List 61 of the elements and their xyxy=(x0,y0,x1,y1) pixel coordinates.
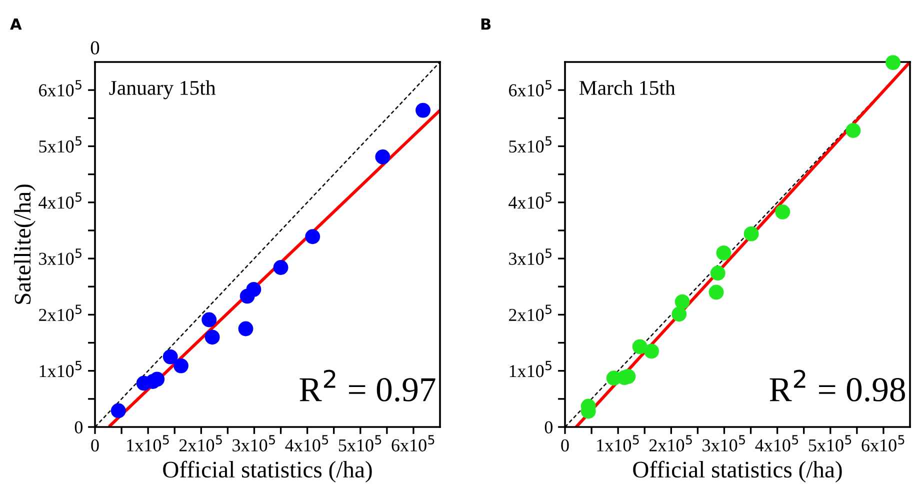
x-axis-title: Official statistics (/ha) xyxy=(633,460,842,482)
point xyxy=(775,204,790,220)
x-tick-label: 3x10$^{5}$ xyxy=(232,435,275,452)
y-tick-label: 4x10$^{5}$ xyxy=(38,192,82,209)
y-tick-label: 3x10$^{5}$ xyxy=(39,248,82,265)
x-tick-label: 5x10$^{5}$ xyxy=(338,435,382,452)
point xyxy=(162,349,178,364)
x-tick-label: 0 xyxy=(91,439,99,452)
point xyxy=(674,294,690,310)
chart-title: B xyxy=(481,18,491,30)
annotation: January 15th xyxy=(109,80,216,100)
y-axis-title: Satellite(/ha) xyxy=(14,184,36,304)
annotation: March 15th xyxy=(579,80,676,95)
point xyxy=(246,282,262,297)
x-tick-label: 6x10$^{5}$ xyxy=(392,435,434,452)
annotation: R$^{2}$ = 0.97 xyxy=(300,370,436,402)
point xyxy=(150,372,165,387)
y-tick-label: 0 xyxy=(544,421,553,434)
x-tick-label: 2x10$^{5}$ xyxy=(179,435,222,452)
point xyxy=(416,102,430,118)
annotation: R$^{2}$ = 0.98 xyxy=(770,370,905,402)
point xyxy=(744,226,759,242)
x-tick-label: 5x10$^{5}$ xyxy=(808,435,852,452)
x-tick-label: 4x10$^{5}$ xyxy=(285,435,328,452)
y-tick-label: 0 xyxy=(74,421,83,434)
x-tick-label: 6x10$^{5}$ xyxy=(862,435,904,452)
point xyxy=(305,229,320,244)
y-tick-label: 5x10$^{5}$ xyxy=(509,136,552,153)
point xyxy=(886,55,900,70)
point xyxy=(716,245,732,260)
x-tick-label: 1x10$^{5}$ xyxy=(597,435,639,452)
x-axis-title: Official statistics (/ha) xyxy=(163,460,372,482)
x-tick-label: 4x10$^{5}$ xyxy=(755,435,798,452)
point xyxy=(238,321,254,336)
point xyxy=(174,358,188,374)
y-tick-label: 1x10$^{5}$ xyxy=(40,360,82,378)
point xyxy=(110,403,126,418)
point xyxy=(672,306,687,322)
point xyxy=(204,330,220,345)
y-tick-label: 6x10$^{5}$ xyxy=(39,80,82,96)
y-tick-label: 5x10$^{5}$ xyxy=(39,136,82,153)
point xyxy=(710,266,726,281)
x-tick-label: 1x10$^{5}$ xyxy=(127,435,169,452)
y-tick-label: 4x10$^{5}$ xyxy=(508,192,552,209)
point xyxy=(632,339,648,354)
x-tick-label: 3x10$^{5}$ xyxy=(702,435,745,452)
y-tick-label: 1x10$^{5}$ xyxy=(510,360,552,378)
chart-title: A xyxy=(10,18,22,30)
point xyxy=(846,123,861,138)
point xyxy=(644,344,659,359)
x-tick-label: 2x10$^{5}$ xyxy=(649,435,692,452)
y-tick-label: 6x10$^{5}$ xyxy=(509,80,552,96)
x-tick-label: 0 xyxy=(561,439,569,452)
y-tick-label: 2x10$^{5}$ xyxy=(509,304,552,322)
y-tick-label: 2x10$^{5}$ xyxy=(39,304,82,322)
y-tick-label: 3x10$^{5}$ xyxy=(509,248,552,265)
point xyxy=(375,149,390,164)
text: 0 xyxy=(90,41,100,54)
point xyxy=(273,260,288,275)
point xyxy=(708,284,724,300)
point xyxy=(202,312,217,328)
